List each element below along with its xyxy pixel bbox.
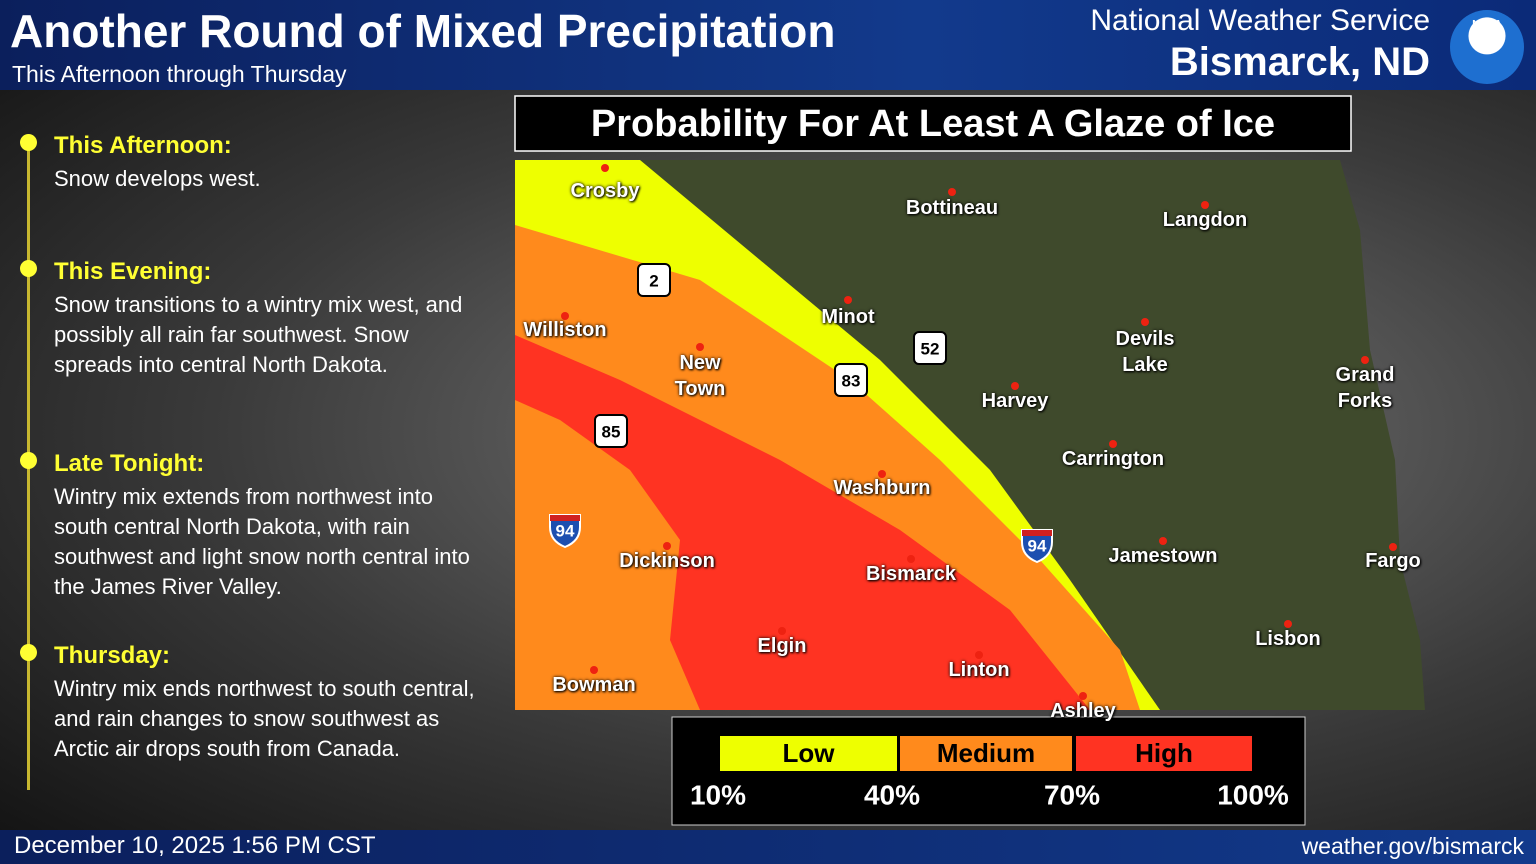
timeline-text: Snow develops west. <box>54 166 261 191</box>
header-bar <box>0 0 1536 90</box>
interstate-shield <box>1021 529 1053 564</box>
highway-shield <box>913 331 947 365</box>
city-label: Minot <box>821 306 875 328</box>
title: Another Round of Mixed Precipitation <box>10 5 836 57</box>
legend-category: High <box>1135 738 1193 768</box>
city-dot <box>590 666 598 674</box>
city-dot <box>948 188 956 196</box>
highway-shield <box>594 414 628 448</box>
timeline-dot <box>20 644 37 661</box>
legend-tick: 100% <box>1217 779 1289 810</box>
city-dot <box>907 555 915 563</box>
legend-swatch <box>900 736 1072 771</box>
timeline-text: Snow transitions to a wintry mix west, a… <box>54 292 463 377</box>
shield-number: 94 <box>556 521 575 540</box>
city-dot <box>878 470 886 478</box>
medium-zone <box>515 225 1140 710</box>
map-area <box>515 160 1425 710</box>
shield-number: 94 <box>1028 536 1047 555</box>
city-dot <box>1389 543 1397 551</box>
city-label: Bottineau <box>905 197 999 219</box>
city-dot <box>1109 440 1117 448</box>
shield-number: 83 <box>842 371 861 390</box>
city-dot <box>1159 537 1167 545</box>
city-label: Bowman <box>552 674 636 696</box>
city-label: Crosby <box>570 180 640 202</box>
highway-shield <box>637 263 671 297</box>
highway-shield <box>834 363 868 397</box>
map-title: Probability For At Least A Glaze of Ice <box>591 103 1275 145</box>
timeline-dot <box>20 260 37 277</box>
shields: 2 83 52 85 94 94 <box>549 263 1053 564</box>
shield-number: 2 <box>649 271 658 290</box>
city-label: Dickinson <box>619 550 715 572</box>
city-label: Elgin <box>757 635 807 657</box>
interstate-shield <box>549 514 581 549</box>
legend-category: Medium <box>937 738 1035 768</box>
city-dot <box>1011 382 1019 390</box>
interstate-top <box>1022 530 1052 536</box>
date: December 10, 2025 1:56 PM CST <box>14 832 376 859</box>
city-dot <box>1361 356 1369 364</box>
legend-tick: 70% <box>1044 779 1100 810</box>
city-label: Harvey <box>981 390 1049 412</box>
legend: Low Medium High 10% 40% 70% 100% <box>690 736 1289 810</box>
legend-tick: 40% <box>864 779 920 810</box>
shield-number: 85 <box>602 422 621 441</box>
city-dot <box>1079 692 1087 700</box>
interstate-top <box>550 515 580 521</box>
office: National Weather Service <box>1090 4 1430 37</box>
city-label: Lisbon <box>1255 628 1321 650</box>
city-label: Fargo <box>1365 550 1421 572</box>
city-label: New Town <box>674 352 726 400</box>
legend-swatch <box>720 736 897 771</box>
city-dot <box>1284 620 1292 628</box>
city-label: Linton <box>948 659 1010 681</box>
city-label: Williston <box>523 319 607 341</box>
city-dot <box>561 312 569 320</box>
city-dot <box>601 164 609 172</box>
city-dot <box>844 296 852 304</box>
city-label: Devils Lake <box>1115 328 1175 376</box>
city-dot <box>975 651 983 659</box>
city-label: Langdon <box>1162 209 1248 231</box>
city-label: Carrington <box>1061 448 1165 470</box>
subtitle: This Afternoon through Thursday <box>12 61 347 87</box>
timeline-heading: This Afternoon: <box>54 132 232 159</box>
city-dot <box>696 343 704 351</box>
timeline-heading: This Evening: <box>54 258 212 285</box>
city-dot <box>663 542 671 550</box>
timeline-heading: Late Tonight: <box>54 450 205 477</box>
noaa-logo: NOAA <box>1450 10 1524 84</box>
shield-number: 52 <box>921 339 940 358</box>
timeline-dot <box>20 134 37 151</box>
timeline-text: Wintry mix extends from northwest into s… <box>54 484 470 599</box>
legend-tick: 10% <box>690 779 746 810</box>
map-title-box <box>514 95 1352 152</box>
city-label: Washburn <box>833 477 931 499</box>
office-city: Bismarck, ND <box>1169 40 1430 84</box>
city-dot <box>1141 318 1149 326</box>
timeline-heading: Thursday: <box>54 642 171 669</box>
city-dot <box>1201 201 1209 209</box>
legend-category: Low <box>783 738 836 768</box>
city-label: Ashley <box>1050 700 1116 722</box>
url: weather.gov/bismarck <box>1301 833 1524 859</box>
city-label: Grand Forks <box>1335 364 1395 412</box>
timeline-dot <box>20 452 37 469</box>
city-dot <box>778 627 786 635</box>
footer-bar <box>0 830 1536 864</box>
timeline-text: Wintry mix ends northwest to south centr… <box>54 676 475 761</box>
high-zone <box>515 335 1090 710</box>
city-label: Jamestown <box>1108 545 1218 567</box>
legend-swatch <box>1076 736 1252 771</box>
city-label: Bismarck <box>865 563 957 585</box>
